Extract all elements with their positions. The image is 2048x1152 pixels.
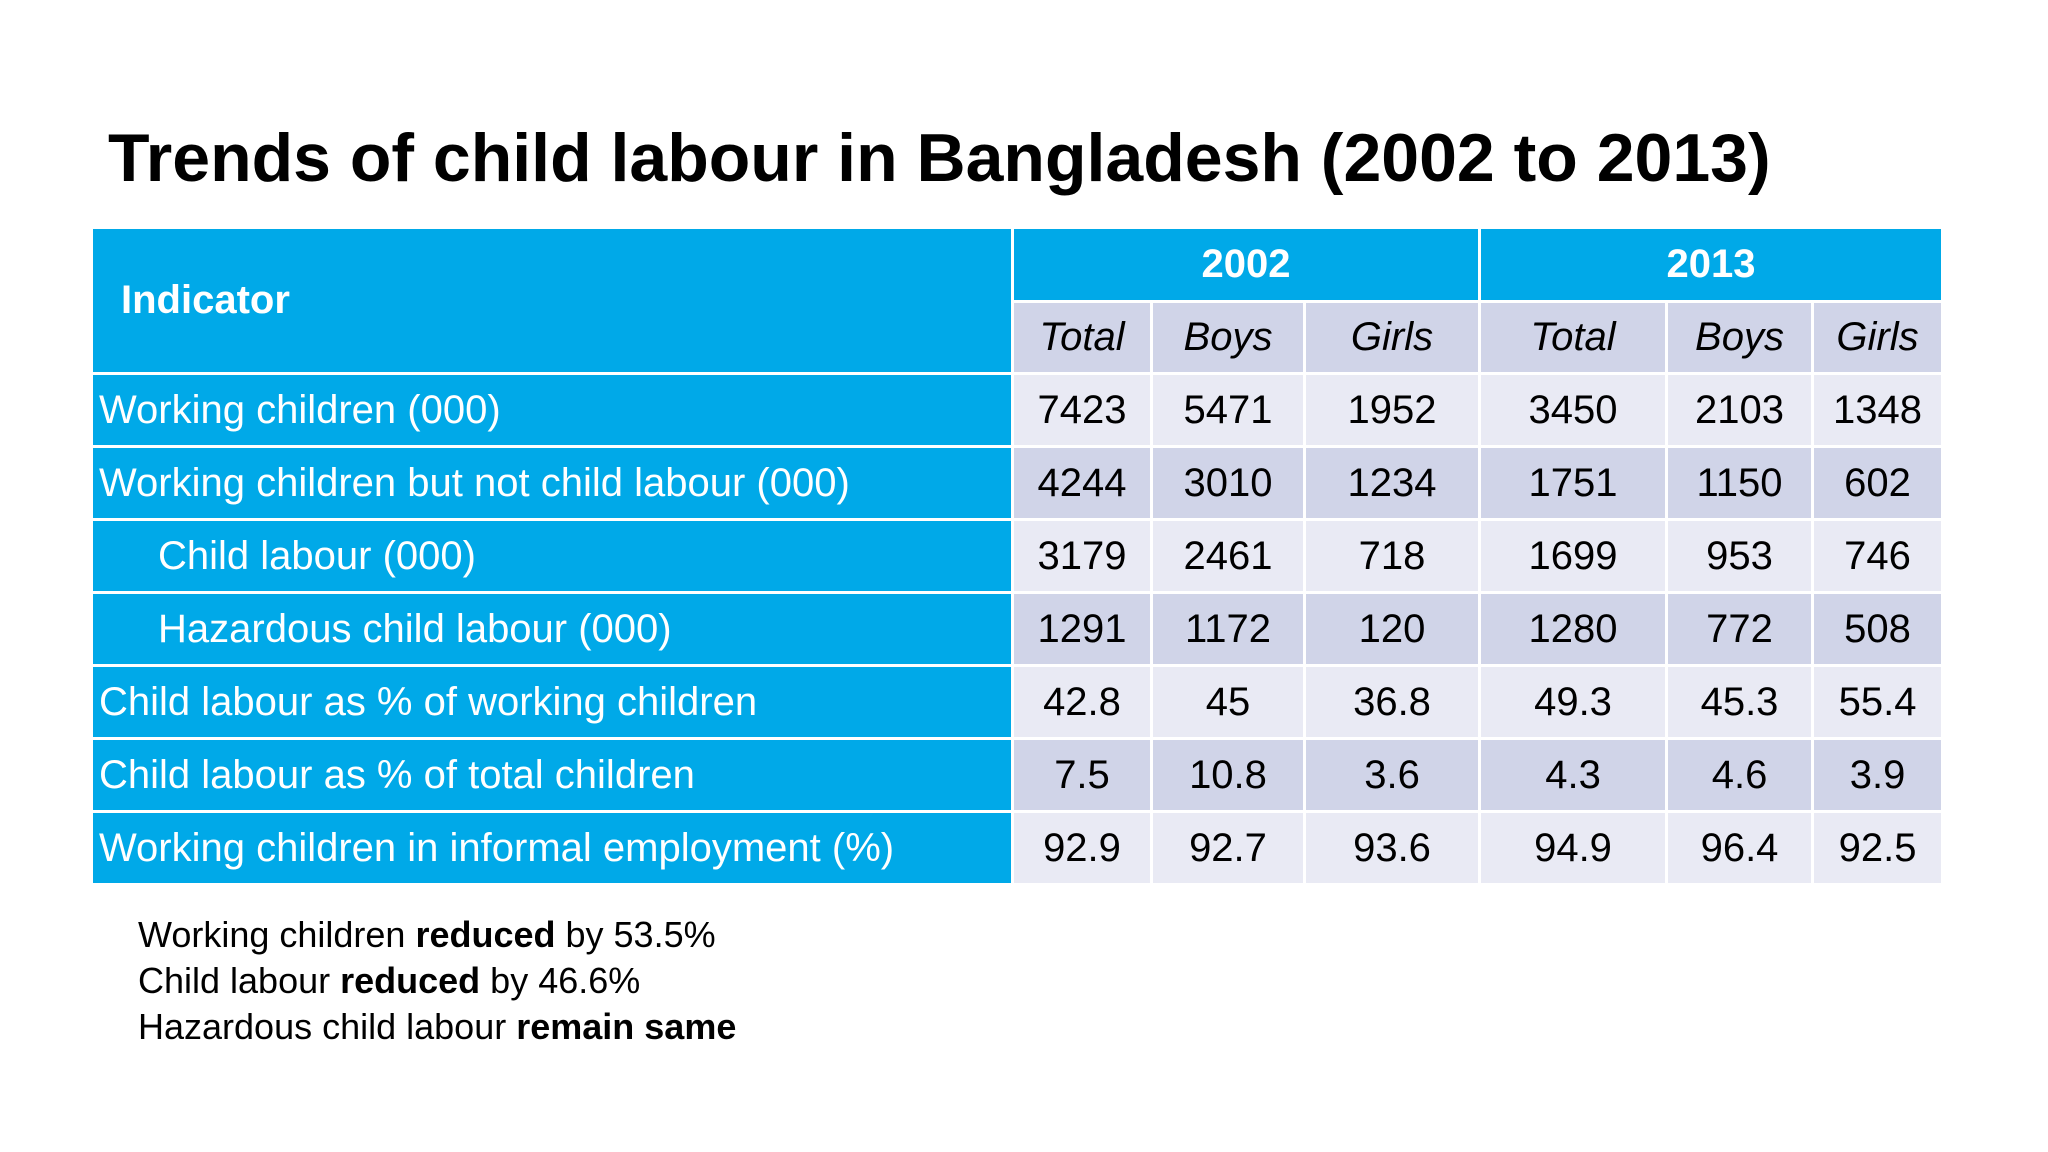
row-label: Child labour (000) [90,518,1014,594]
table-cell: 2461 [1150,518,1306,594]
note-text: Child labour [138,960,341,1001]
row-label: Working children in informal employment … [90,810,1014,886]
note-hazardous-child-labour: Hazardous child labour remain same [138,1004,736,1050]
table-cell: 36.8 [1302,664,1482,740]
table-row: Child labour as % of working children 42.… [90,664,1945,740]
note-child-labour: Child labour reduced by 46.6% [138,958,736,1004]
table-cell: 3.6 [1302,737,1482,813]
table-cell: 92.5 [1811,810,1945,886]
note-text: Working children [138,914,416,955]
table-cell: 2103 [1665,372,1815,448]
table-cell: 3.9 [1811,737,1945,813]
table-row: Hazardous child labour (000) 1291 1172 120 1… [90,591,1945,667]
indicator-header: Indicator [90,226,1014,375]
note-text: Hazardous child labour [138,1006,517,1047]
note-emphasis: reduced [340,960,481,1001]
row-label: Working children but not child labour (0… [90,445,1014,521]
table-cell: 772 [1665,591,1815,667]
table-cell: 602 [1811,445,1945,521]
subheader-total-2013: Total [1478,300,1669,375]
table-cell: 1291 [1011,591,1153,667]
table-cell: 94.9 [1478,810,1669,886]
row-label: Child labour as % of working children [90,664,1014,740]
subheader-boys-2002: Boys [1150,300,1306,375]
table-cell: 49.3 [1478,664,1669,740]
table-cell: 1234 [1302,445,1482,521]
subheader-girls-2002: Girls [1302,300,1482,375]
note-emphasis: reduced [415,914,556,955]
table-cell: 7.5 [1011,737,1153,813]
table-cell: 718 [1302,518,1482,594]
table-cell: 1348 [1811,372,1945,448]
table-cell: 55.4 [1811,664,1945,740]
table-cell: 1952 [1302,372,1482,448]
table-cell: 7423 [1011,372,1153,448]
subheader-boys-2013: Boys [1665,300,1815,375]
table-cell: 120 [1302,591,1482,667]
table-cell: 4.6 [1665,737,1815,813]
note-text: by 46.6% [480,960,641,1001]
table-cell: 45.3 [1665,664,1815,740]
table-cell: 42.8 [1011,664,1153,740]
summary-notes: Working children reduced by 53.5% Child … [138,912,736,1050]
table-cell: 3450 [1478,372,1669,448]
year-header-2002: 2002 [1010,226,1482,303]
table-cell: 4.3 [1478,737,1669,813]
table-cell: 746 [1811,518,1945,594]
year-header-2013: 2013 [1478,226,1945,303]
table-cell: 1751 [1478,445,1669,521]
table-cell: 3179 [1011,518,1153,594]
table-cell: 10.8 [1150,737,1306,813]
table-body: Working children (000) 7423 5471 1952 3450 21… [90,372,1945,886]
table-cell: 953 [1665,518,1815,594]
table-cell: 3010 [1150,445,1306,521]
table-cell: 96.4 [1665,810,1815,886]
row-label: Child labour as % of total children [90,737,1014,813]
note-emphasis: remain same [516,1006,737,1047]
table-cell: 1172 [1150,591,1306,667]
subheader-girls-2013: Girls [1811,300,1945,375]
note-working-children: Working children reduced by 53.5% [138,912,736,958]
subheader-total-2002: Total [1011,300,1153,375]
table-cell: 1280 [1478,591,1669,667]
table-row: Child labour as % of total children 7.5 10… [90,737,1945,813]
slide-title: Trends of child labour in Bangladesh (20… [108,120,1771,196]
table-row: Working children but not child labour (0… [90,445,1945,521]
child-labour-table: Indicator 2002 2013 Total Boys Girls Tot… [90,226,1945,886]
table-cell: 93.6 [1302,810,1482,886]
table-cell: 92.7 [1150,810,1306,886]
table-cell: 1699 [1478,518,1669,594]
table-row: Child labour (000) 3179 2461 718 1699 953 746 [90,518,1945,594]
table-cell: 45 [1150,664,1306,740]
row-label: Hazardous child labour (000) [90,591,1014,667]
table-cell: 5471 [1150,372,1306,448]
table-cell: 508 [1811,591,1945,667]
note-text: by 53.5% [555,914,716,955]
table-row: Working children in informal employment … [90,810,1945,886]
table-cell: 1150 [1665,445,1815,521]
table-cell: 92.9 [1011,810,1153,886]
table-row: Working children (000) 7423 5471 1952 3450 21… [90,372,1945,448]
table-cell: 4244 [1011,445,1153,521]
row-label: Working children (000) [90,372,1014,448]
